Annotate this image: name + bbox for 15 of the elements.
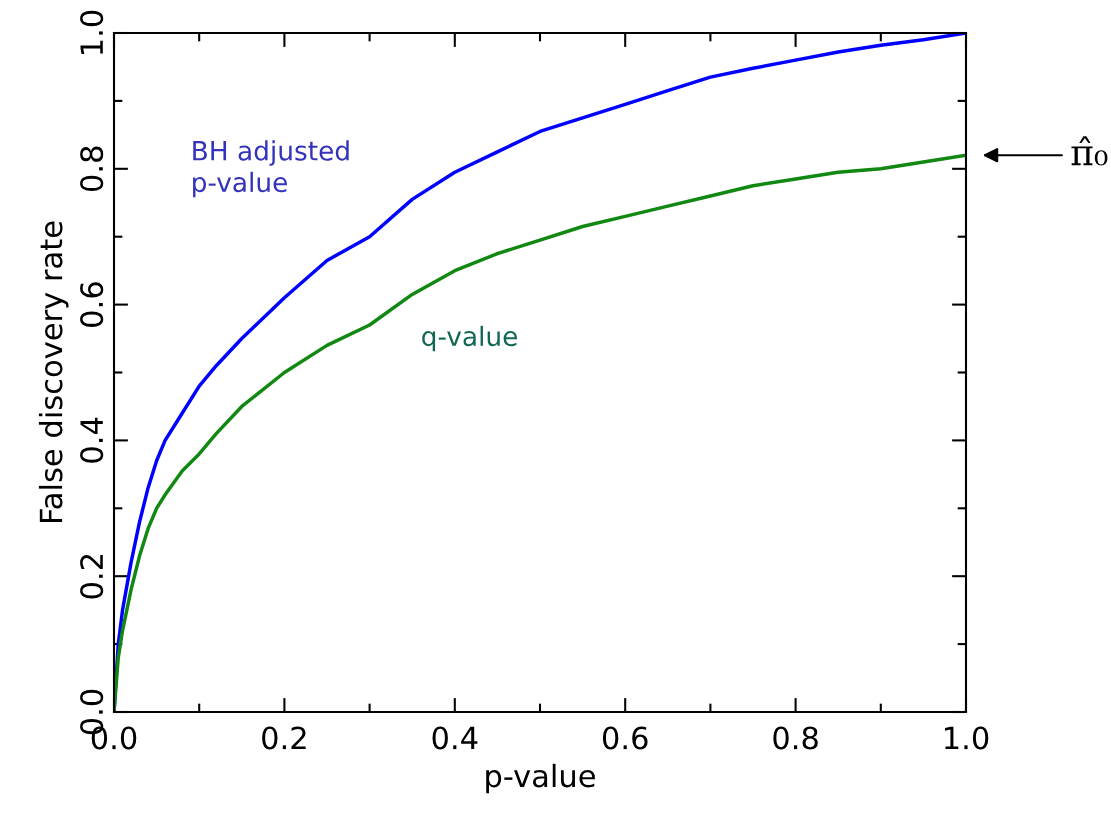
y-axis-title: False discovery rate	[38, 221, 69, 523]
y-tick-label: 0.4	[80, 417, 104, 463]
x-tick-label: 0.4	[432, 726, 478, 750]
y-tick-label: 1.0	[80, 10, 104, 54]
y-tick-label: 0.8	[80, 146, 104, 192]
annotation: π̂₀	[1071, 136, 1108, 166]
x-tick-label: 0.8	[773, 726, 818, 750]
x-axis-title: p-value	[486, 763, 595, 794]
y-tick-label: 0.6	[80, 282, 104, 327]
series-label: BH adjusted p-value	[193, 140, 349, 198]
y-tick-label: 0.2	[80, 554, 104, 599]
x-tick-label: 1.0	[945, 726, 989, 750]
x-tick-label: 0.2	[262, 726, 306, 750]
x-tick-label: 0.6	[602, 726, 648, 750]
series-label: q-value	[422, 325, 517, 352]
